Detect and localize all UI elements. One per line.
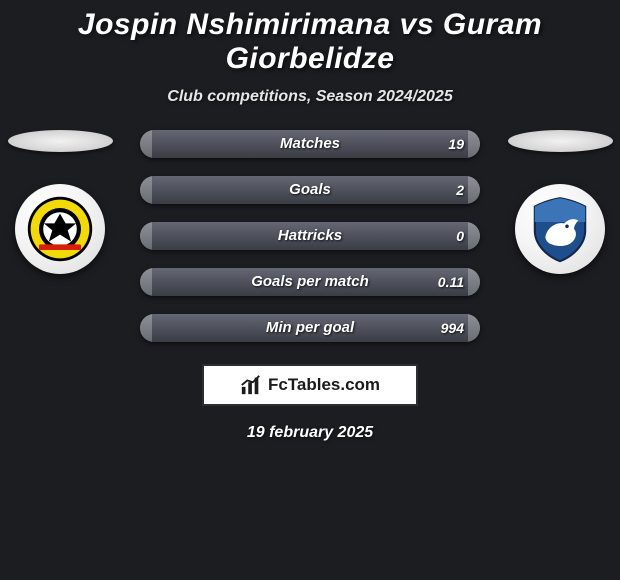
date-label: 19 february 2025 <box>0 424 620 442</box>
erzurumspor-crest-icon <box>525 194 595 264</box>
subtitle: Club competitions, Season 2024/2025 <box>0 88 620 106</box>
page-title: Jospin Nshimirimana vs Guram Giorbelidze <box>0 0 620 82</box>
stat-row-min-per-goal: Min per goal 994 <box>140 314 480 342</box>
club-crest-left <box>15 184 105 274</box>
club-crest-right <box>515 184 605 274</box>
stat-row-goals-per-match: Goals per match 0.11 <box>140 268 480 296</box>
player-left-ellipse <box>8 130 113 152</box>
stat-value: 2 <box>456 176 464 204</box>
stat-value: 994 <box>441 314 464 342</box>
comparison-stage: Matches 19 Goals 2 Hattricks 0 Goals per… <box>0 130 620 342</box>
stat-label: Hattricks <box>140 222 480 250</box>
brand-label: FcTables.com <box>268 375 380 395</box>
player-right-ellipse <box>508 130 613 152</box>
stat-label: Min per goal <box>140 314 480 342</box>
stat-row-goals: Goals 2 <box>140 176 480 204</box>
chart-icon <box>240 374 262 396</box>
stat-row-matches: Matches 19 <box>140 130 480 158</box>
stat-row-hattricks: Hattricks 0 <box>140 222 480 250</box>
player-left-side <box>0 130 120 274</box>
stat-label: Matches <box>140 130 480 158</box>
player-right-side <box>500 130 620 274</box>
brand-box[interactable]: FcTables.com <box>202 364 418 406</box>
stat-value: 0 <box>456 222 464 250</box>
stat-label: Goals per match <box>140 268 480 296</box>
stat-label: Goals <box>140 176 480 204</box>
stat-value: 0.11 <box>438 268 464 296</box>
stats-bars: Matches 19 Goals 2 Hattricks 0 Goals per… <box>140 130 480 342</box>
stat-value: 19 <box>448 130 464 158</box>
malatyaspor-crest-icon <box>25 194 95 264</box>
